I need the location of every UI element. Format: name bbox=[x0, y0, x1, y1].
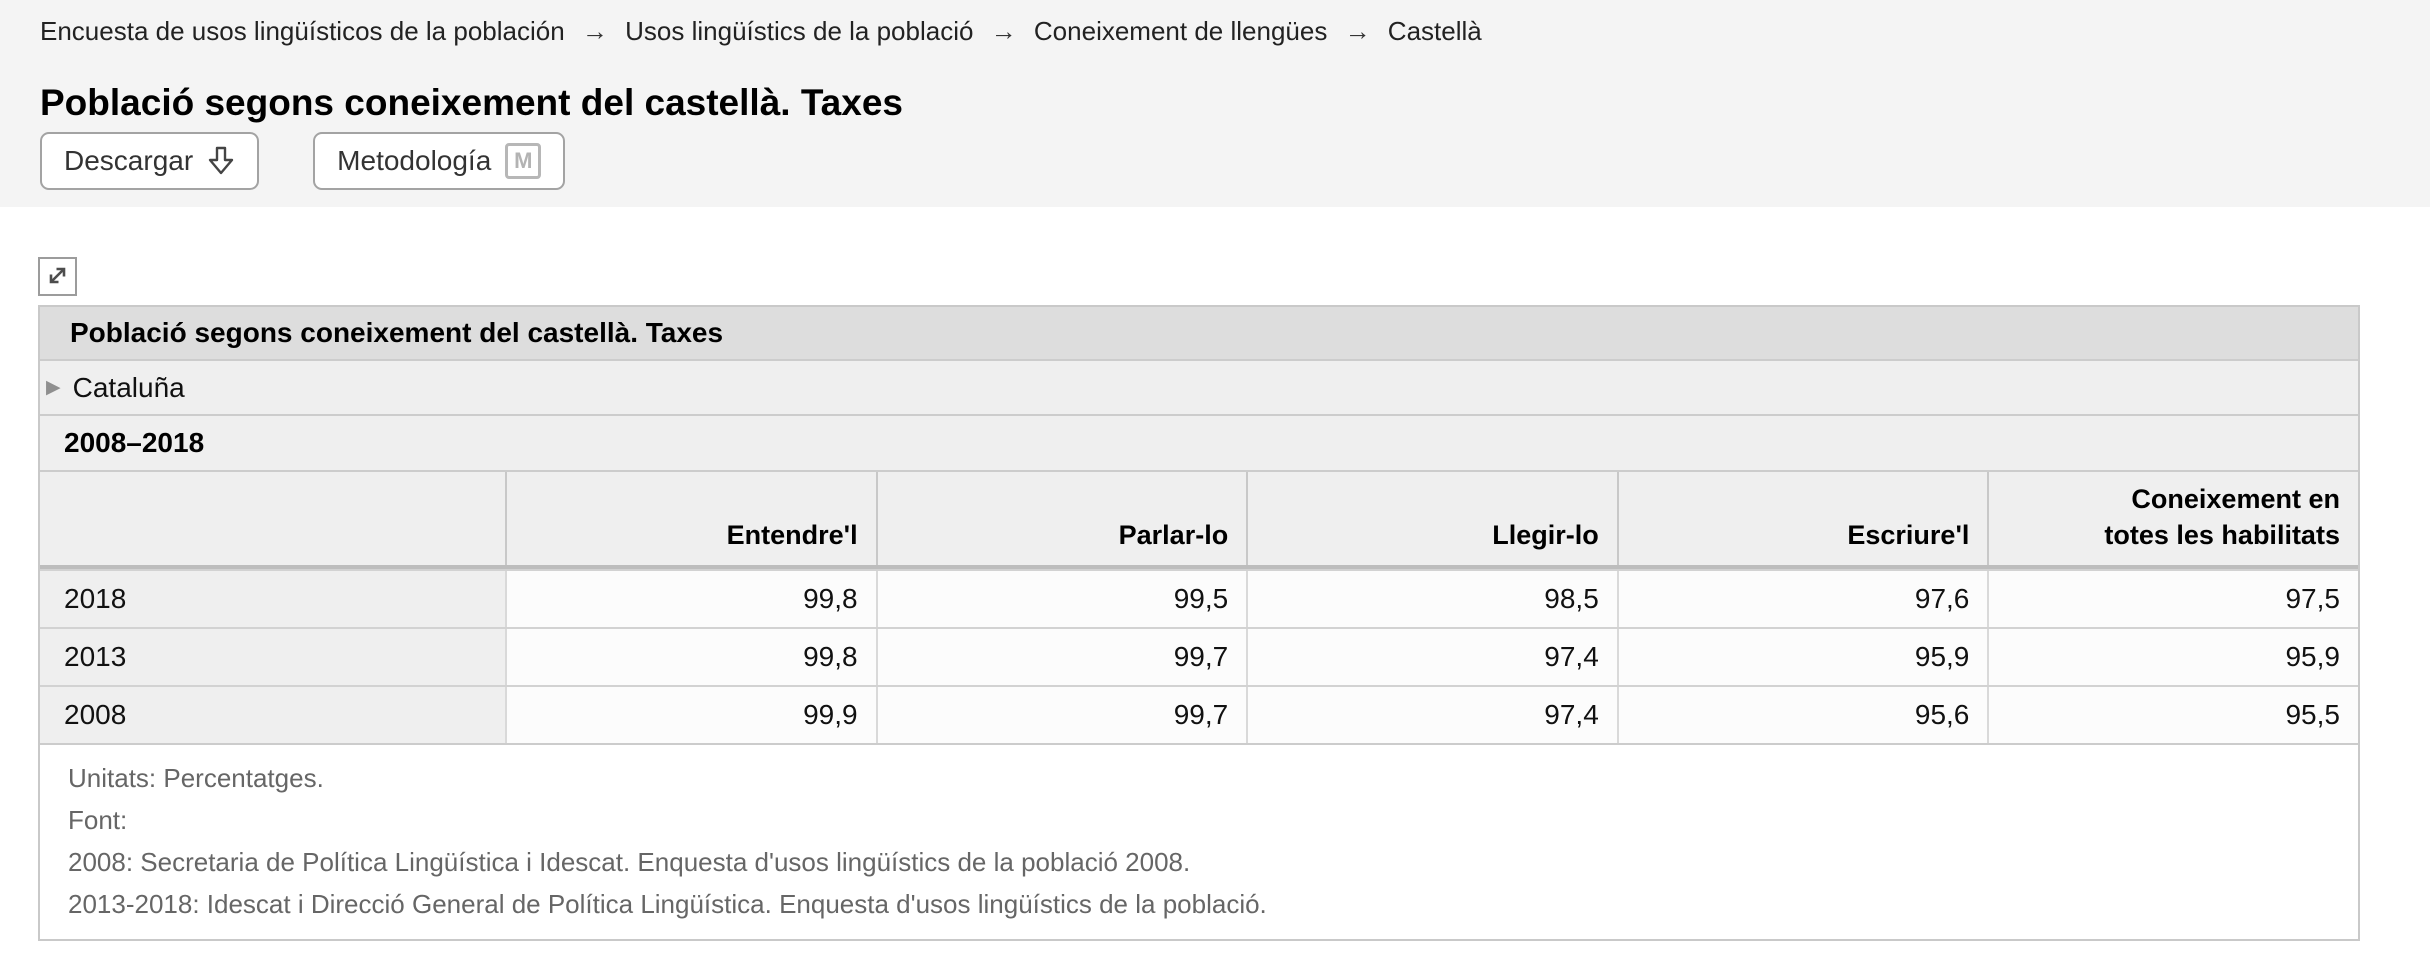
period-row: 2008–2018 bbox=[40, 414, 2358, 470]
column-header-escriure: Escriure'l bbox=[1616, 472, 1988, 565]
value-cell: 99,9 bbox=[505, 687, 876, 743]
footnote-units: Unitats: Percentatges. bbox=[68, 763, 324, 793]
table-footnotes: Unitats: Percentatges. Font: 2008: Secre… bbox=[40, 743, 2358, 939]
value-cell: 95,9 bbox=[1987, 629, 2358, 685]
table-row-2013: 2013 99,8 99,7 97,4 95,9 95,9 bbox=[40, 627, 2358, 685]
year-label: 2013 bbox=[40, 629, 505, 685]
expand-row-icon: ▶ bbox=[46, 377, 61, 398]
table-title-text: Població segons coneixement del castellà… bbox=[70, 317, 724, 348]
download-button[interactable]: Descargar bbox=[40, 132, 260, 190]
breadcrumb-item-knowledge[interactable]: Coneixement de llengües bbox=[1033, 16, 1328, 46]
breadcrumb-separator: → bbox=[1344, 16, 1371, 46]
table-row-2018: 2018 99,8 99,5 98,5 97,6 97,5 bbox=[40, 569, 2358, 627]
footnote-source-2013-2018: 2013-2018: Idescat i Direcció General de… bbox=[68, 889, 1267, 919]
breadcrumb-item-usage[interactable]: Usos lingüístics de la població bbox=[625, 16, 974, 46]
column-header-empty bbox=[40, 472, 505, 565]
year-label: 2018 bbox=[40, 571, 505, 627]
column-header-llegir: Llegir-lo bbox=[1246, 472, 1617, 565]
page-title: Població segons coneixement del castellà… bbox=[40, 81, 903, 123]
table-row-2008: 2008 99,9 99,7 97,4 95,6 95,5 bbox=[40, 685, 2358, 743]
data-table: Població segons coneixement del castellà… bbox=[38, 305, 2360, 941]
table-title: Població segons coneixement del castellà… bbox=[40, 307, 2358, 359]
breadcrumb-item-survey[interactable]: Encuesta de usos lingüísticos de la pobl… bbox=[40, 16, 565, 46]
value-cell: 95,9 bbox=[1616, 629, 1988, 685]
value-cell: 98,5 bbox=[1246, 571, 1617, 627]
value-cell: 97,4 bbox=[1246, 687, 1617, 743]
value-cell: 99,8 bbox=[505, 629, 876, 685]
methodology-button-label: Metodología bbox=[337, 145, 492, 176]
breadcrumb: Encuesta de usos lingüísticos de la pobl… bbox=[40, 16, 1482, 47]
expand-table-button[interactable] bbox=[38, 257, 77, 296]
breadcrumb-separator: → bbox=[990, 16, 1017, 46]
year-label: 2008 bbox=[40, 687, 505, 743]
column-header-row: Entendre'l Parlar-lo Llegir-lo Escriure'… bbox=[40, 470, 2358, 569]
column-header-entendre: Entendre'l bbox=[505, 472, 876, 565]
value-cell: 99,8 bbox=[505, 571, 876, 627]
page-header: Encuesta de usos lingüísticos de la pobl… bbox=[0, 0, 2430, 207]
region-row[interactable]: ▶ Cataluña bbox=[40, 359, 2358, 414]
breadcrumb-item-castella[interactable]: Castellà bbox=[1387, 16, 1482, 46]
toolbar: Descargar Metodología M bbox=[40, 132, 566, 190]
value-cell: 95,5 bbox=[1987, 687, 2358, 743]
value-cell: 97,6 bbox=[1616, 571, 1988, 627]
value-cell: 99,5 bbox=[875, 571, 1247, 627]
download-icon bbox=[207, 146, 235, 176]
column-header-coneixement: Coneixement en totes les habilitats bbox=[1987, 472, 2358, 565]
value-cell: 95,6 bbox=[1616, 687, 1988, 743]
column-header-parlar: Parlar-lo bbox=[875, 472, 1247, 565]
region-label: Cataluña bbox=[72, 371, 185, 403]
footnote-source-2008: 2008: Secretaria de Política Lingüística… bbox=[68, 847, 1191, 877]
methodology-icon: M bbox=[505, 143, 542, 179]
value-cell: 99,7 bbox=[875, 629, 1247, 685]
value-cell: 97,4 bbox=[1246, 629, 1617, 685]
period-label: 2008–2018 bbox=[64, 427, 205, 458]
breadcrumb-separator: → bbox=[581, 16, 608, 46]
footnote-source-label: Font: bbox=[68, 805, 128, 835]
download-button-label: Descargar bbox=[64, 145, 194, 176]
methodology-button[interactable]: Metodología M bbox=[313, 132, 566, 190]
expand-icon bbox=[44, 262, 71, 292]
value-cell: 97,5 bbox=[1987, 571, 2358, 627]
value-cell: 99,7 bbox=[875, 687, 1247, 743]
